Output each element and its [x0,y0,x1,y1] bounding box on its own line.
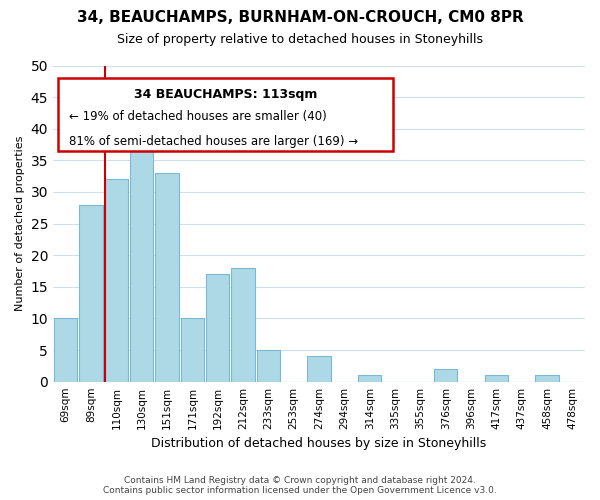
Bar [485,376,508,382]
FancyBboxPatch shape [58,78,394,151]
Bar [79,204,103,382]
Bar [232,268,254,382]
Bar [434,369,457,382]
Bar [206,274,229,382]
Bar [130,116,154,382]
Y-axis label: Number of detached properties: Number of detached properties [15,136,25,312]
Bar [307,356,331,382]
X-axis label: Distribution of detached houses by size in Stoneyhills: Distribution of detached houses by size … [151,437,487,450]
Text: 81% of semi-detached houses are larger (169) →: 81% of semi-detached houses are larger (… [69,135,358,148]
Bar [358,376,382,382]
Text: Size of property relative to detached houses in Stoneyhills: Size of property relative to detached ho… [117,32,483,46]
Bar [155,173,179,382]
Text: ← 19% of detached houses are smaller (40): ← 19% of detached houses are smaller (40… [69,110,327,123]
Bar [181,318,204,382]
Text: 34, BEAUCHAMPS, BURNHAM-ON-CROUCH, CM0 8PR: 34, BEAUCHAMPS, BURNHAM-ON-CROUCH, CM0 8… [77,10,523,25]
Bar [105,180,128,382]
Bar [54,318,77,382]
Text: 34 BEAUCHAMPS: 113sqm: 34 BEAUCHAMPS: 113sqm [134,88,317,101]
Text: Contains HM Land Registry data © Crown copyright and database right 2024.
Contai: Contains HM Land Registry data © Crown c… [103,476,497,495]
Bar [535,376,559,382]
Bar [257,350,280,382]
